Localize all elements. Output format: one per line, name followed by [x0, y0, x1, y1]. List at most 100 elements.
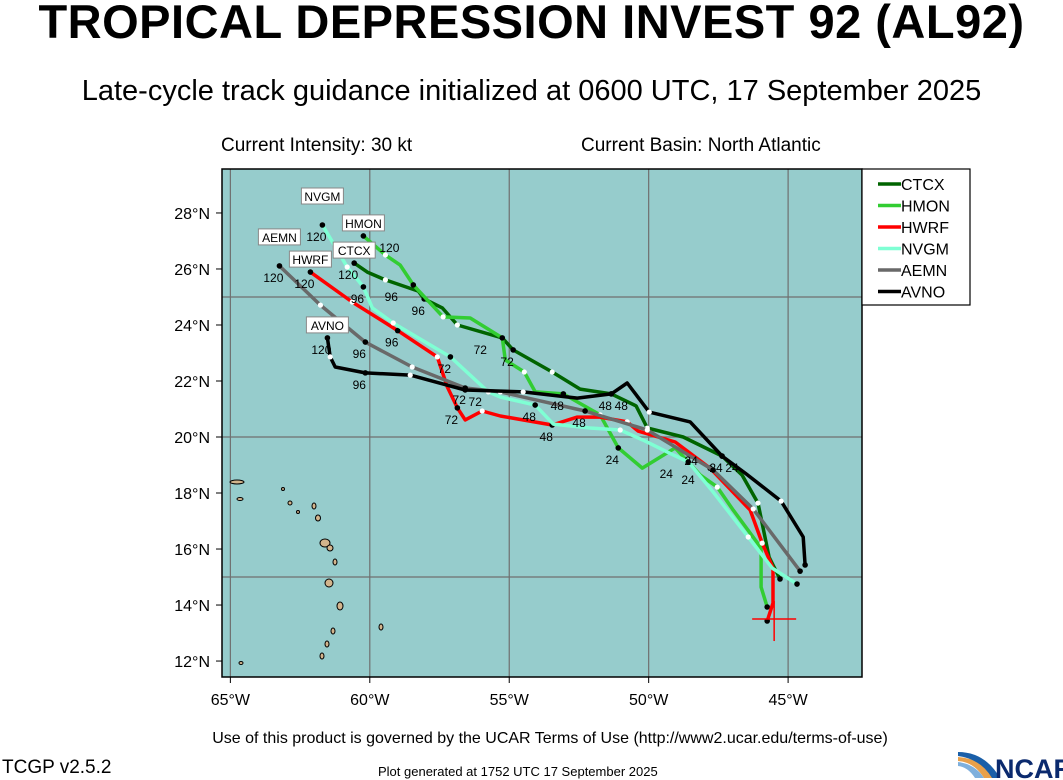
track-point	[462, 387, 468, 393]
island	[324, 640, 330, 648]
track-avno	[324, 335, 808, 568]
legend-item-hmon: HMON	[878, 199, 950, 216]
forecast-hour-label: 72	[453, 393, 467, 407]
forecast-hour-label: 120	[338, 268, 358, 282]
forecast-hour-label: 48	[540, 430, 554, 444]
forecast-hour-label-group: 48	[540, 430, 554, 444]
track-point	[582, 408, 588, 414]
forecast-hour-label-group: 96	[385, 336, 399, 350]
model-tag-aemn: AEMN	[257, 228, 301, 246]
track-point-12h	[750, 506, 756, 512]
track-point-12h	[479, 408, 485, 414]
current-position-marker	[752, 601, 797, 642]
model-tag-ctcx: CTCX	[332, 241, 376, 259]
forecast-hour-label-group: 24	[709, 461, 723, 475]
track-point	[454, 405, 461, 411]
island	[319, 652, 325, 660]
forecast-hour-label-group: 96	[353, 347, 367, 361]
island	[236, 497, 244, 501]
y-tick-label: 24°N	[174, 318, 210, 335]
forecast-hour-label: 24	[684, 454, 698, 468]
track-point	[499, 335, 506, 341]
forecast-hour-label-group: 120	[306, 230, 326, 244]
model-tag-box	[257, 228, 301, 246]
track-point	[685, 459, 692, 465]
track-point	[307, 269, 314, 275]
track-point-12h	[755, 500, 761, 506]
forecast-hour-label: 24	[660, 467, 674, 481]
forecast-hour-label: 72	[438, 362, 452, 376]
legend-label: AEMN	[901, 263, 947, 280]
track-point-12h	[317, 302, 324, 308]
model-tracks	[276, 222, 808, 624]
track-line	[320, 224, 798, 586]
model-tag: AEMN	[262, 231, 297, 245]
model-tag-box	[341, 214, 385, 232]
forecast-hour-label-group: 48	[523, 410, 537, 424]
island	[238, 661, 244, 665]
current-intensity: Current Intensity: 30 kt	[221, 135, 413, 156]
forecast-hour-label-group: 120	[379, 241, 399, 255]
forecast-hour-label-group: 96	[351, 292, 365, 306]
track-point	[764, 604, 770, 610]
track-point	[351, 260, 357, 266]
forecast-hour-label: 120	[311, 343, 331, 357]
track-point	[532, 402, 538, 408]
track-point-12h	[646, 409, 652, 415]
track-point	[360, 233, 367, 239]
storm-title: TROPICAL DEPRESSION INVEST 92 (AL92)	[38, 0, 1025, 48]
y-tick-label: 26°N	[174, 262, 210, 279]
track-nvgm	[319, 222, 800, 587]
forecast-hour-label-group: 48	[551, 399, 565, 413]
model-tag-box	[300, 187, 344, 205]
island	[336, 601, 344, 611]
track-point-12h	[778, 498, 784, 504]
forecast-hour-label-group: 48	[615, 399, 629, 413]
forecast-hour-label-group: 96	[353, 378, 367, 392]
forecast-hour-label: 72	[469, 395, 483, 409]
track-point-12h	[349, 299, 355, 305]
legend-item-ctcx: CTCX	[878, 177, 945, 194]
track-point	[394, 327, 401, 334]
forecast-hour-label: 24	[709, 461, 723, 475]
island	[229, 479, 245, 485]
forecast-hour-label-group: 120	[311, 343, 331, 357]
forecast-hour-label: 72	[445, 413, 459, 427]
track-point	[410, 282, 417, 288]
lesser-antilles-islands	[229, 479, 384, 665]
track-labels: CTCX HMON HWRF NVGM AEMN AVNO 24 48 72 96 120 24 48 7…	[257, 187, 739, 487]
island	[287, 500, 293, 506]
legend-item-hwrf: HWRF	[878, 220, 949, 237]
model-tag-nvgm: NVGM	[300, 187, 344, 205]
model-tag-hwrf: HWRF	[288, 250, 332, 268]
island	[311, 502, 317, 510]
forecast-hour-label: 24	[681, 473, 695, 487]
forecast-hour-label-group: 24	[606, 453, 620, 467]
track-point-12h	[409, 364, 415, 370]
legend-label: CTCX	[901, 177, 945, 194]
track-point	[615, 445, 622, 451]
forecast-hour-label-group: 96	[412, 304, 426, 318]
forecast-hour-label-group: 72	[469, 395, 483, 409]
forecast-hour-label: 120	[379, 241, 399, 255]
track-point-12h	[440, 314, 446, 320]
ncar-logo-text: NCAR	[995, 754, 1063, 780]
track-point-12h	[521, 369, 527, 375]
terms-of-use: Use of this product is governed by the U…	[212, 730, 888, 747]
island	[326, 544, 334, 552]
forecast-hour-label-group: 48	[572, 416, 586, 430]
track-point-12h	[407, 372, 413, 378]
legend-label: HWRF	[901, 220, 949, 237]
track-point	[319, 222, 326, 228]
model-tag: CTCX	[338, 244, 371, 258]
island	[281, 487, 285, 491]
legend-label: AVNO	[901, 285, 945, 302]
subtitle: Late-cycle track guidance initialized at…	[81, 75, 982, 107]
forecast-hour-label: 48	[572, 416, 586, 430]
track-point	[777, 576, 783, 582]
legend-item-avno: AVNO	[878, 285, 945, 302]
y-tick-label: 12°N	[174, 654, 210, 671]
track-point	[797, 568, 803, 574]
legend: CTCX HMON HWRF NVGM AEMN AVNO	[861, 168, 971, 306]
track-point	[362, 339, 369, 345]
